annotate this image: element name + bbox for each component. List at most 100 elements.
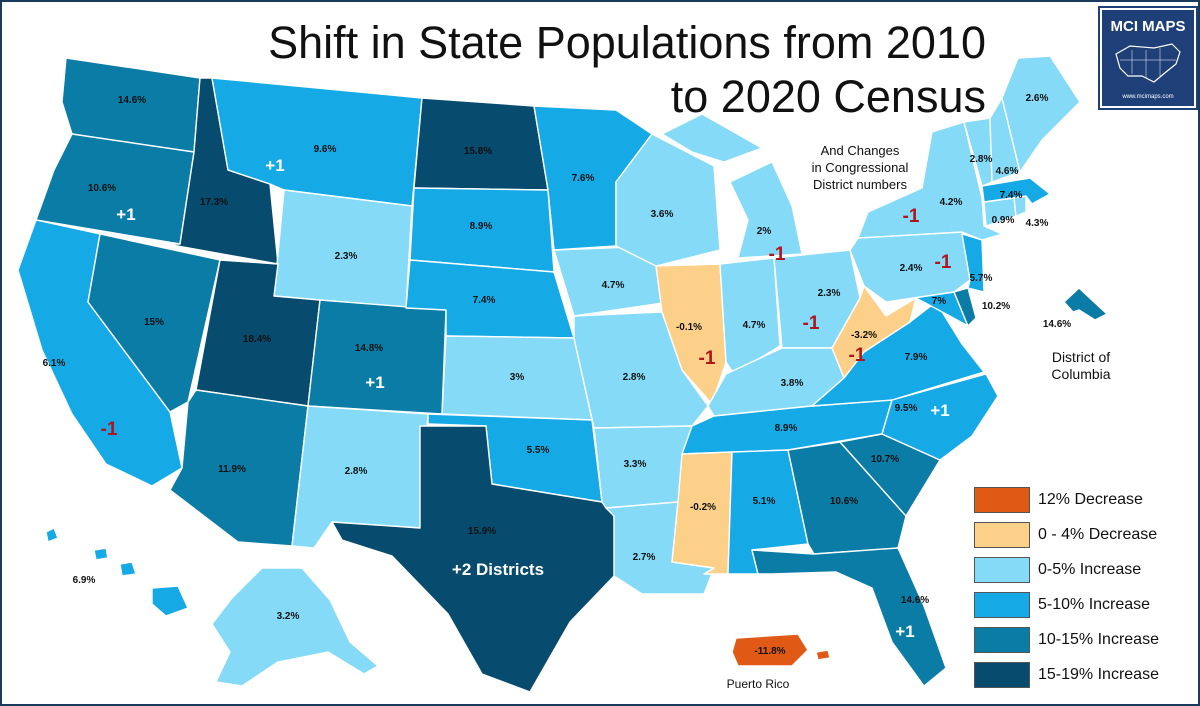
legend-label: 15-19% Increase [1038, 666, 1159, 683]
value-fl: 14.6% [901, 595, 929, 606]
value-la: 2.7% [633, 552, 656, 563]
value-mn: 7.6% [572, 173, 595, 184]
value-ok: 5.5% [527, 445, 550, 456]
value-md: 7% [932, 296, 947, 307]
value-oh: 2.3% [818, 288, 841, 299]
value-tx: 15.9% [468, 526, 496, 537]
subtitle-line-3: District numbers [813, 177, 907, 192]
state-mi-up[interactable] [661, 113, 763, 163]
logo-us-outline-icon [1115, 43, 1181, 83]
value-id: 17.3% [200, 197, 228, 208]
state-ak[interactable] [211, 567, 379, 687]
subtitle-line-1: And Changes [820, 143, 900, 158]
value-pr: -11.8% [754, 646, 785, 657]
mci-maps-logo: MCI MAPS www.mcimaps.com [1100, 8, 1196, 108]
value-de: 10.2% [982, 301, 1010, 312]
legend-swatch [974, 627, 1030, 653]
state-nv[interactable] [87, 233, 221, 413]
state-tx[interactable] [331, 425, 617, 693]
value-pa: 2.4% [900, 263, 923, 274]
state-wy[interactable] [273, 189, 413, 309]
value-nm: 2.8% [345, 466, 368, 477]
district-change-wv: -1 [849, 345, 866, 366]
title-line-2: to 2020 Census [670, 71, 986, 122]
value-al: 5.1% [753, 496, 776, 507]
district-change-co: +1 [365, 373, 384, 392]
value-ks: 3% [510, 372, 525, 383]
state-de[interactable] [953, 287, 977, 327]
state-hi-3[interactable] [119, 561, 137, 577]
value-wa: 14.6% [118, 95, 146, 106]
value-vt: 2.8% [970, 154, 993, 165]
legend-label: 12% Decrease [1038, 491, 1143, 508]
dc-label-line1: District of [1052, 349, 1110, 365]
value-nj: 5.7% [970, 273, 993, 284]
state-mi[interactable] [729, 161, 803, 259]
value-hi: 6.9% [73, 575, 96, 586]
value-ri: 4.3% [1026, 218, 1049, 229]
state-wi[interactable] [615, 133, 721, 267]
subtitle-line-2: in Congressional [811, 160, 909, 175]
value-wi: 3.6% [651, 209, 674, 220]
value-il: -0.1% [676, 322, 702, 333]
district-change-fl: +1 [895, 622, 914, 641]
value-va: 7.9% [905, 352, 928, 363]
district-change-nc: +1 [930, 401, 949, 420]
value-mt: 9.6% [314, 144, 337, 155]
state-me[interactable] [1001, 55, 1081, 173]
state-ma[interactable] [981, 177, 1051, 205]
logo-url: www.mcimaps.com [1122, 94, 1174, 100]
district-change-or: +1 [116, 205, 135, 224]
legend-swatch [974, 522, 1030, 548]
state-fl[interactable] [751, 547, 947, 687]
legend-swatch [974, 662, 1030, 688]
value-ia: 4.7% [602, 280, 625, 291]
value-wy: 2.3% [335, 251, 358, 262]
legend-item: 12% Decrease [974, 487, 1188, 513]
district-change-oh: -1 [803, 313, 820, 334]
value-or: 10.6% [88, 183, 116, 194]
value-dc: 14.6% [1043, 319, 1071, 330]
value-me: 2.6% [1026, 93, 1049, 104]
state-co[interactable] [307, 299, 447, 415]
state-hi-4[interactable] [151, 585, 189, 617]
legend-item: 0-5% Increase [974, 557, 1188, 583]
legend-item: 15-19% Increase [974, 662, 1188, 688]
value-ca: 6.1% [43, 358, 66, 369]
value-ct: 0.9% [992, 215, 1015, 226]
value-sd: 8.9% [470, 221, 493, 232]
state-dc[interactable] [1063, 287, 1108, 321]
value-wv: -3.2% [851, 330, 877, 341]
state-hi-2[interactable] [93, 547, 109, 561]
value-nv: 15% [144, 317, 164, 328]
value-mo: 2.8% [623, 372, 646, 383]
legend-item: 0 - 4% Decrease [974, 522, 1188, 548]
state-pr-island[interactable] [815, 649, 831, 661]
title-line-1: Shift in State Populations from 2010 [268, 17, 986, 68]
district-change-mi: -1 [769, 244, 786, 265]
map-subtitle: And Changes in Congressional District nu… [780, 142, 940, 193]
state-hi-1[interactable] [45, 527, 59, 543]
district-change-mt: +1 [265, 156, 284, 175]
state-pr[interactable] [731, 633, 809, 667]
legend-swatch [974, 557, 1030, 583]
logo-text: MCI MAPS [1110, 18, 1186, 35]
legend-label: 0 - 4% Decrease [1038, 526, 1158, 543]
value-ar: 3.3% [624, 459, 647, 470]
state-ms[interactable] [671, 451, 733, 575]
legend-swatch [974, 592, 1030, 618]
value-ms: -0.2% [690, 502, 716, 513]
value-ma: 7.4% [1000, 190, 1023, 201]
value-nh: 4.6% [996, 166, 1019, 177]
legend-item: 5-10% Increase [974, 592, 1188, 618]
state-or[interactable] [35, 133, 195, 245]
value-az: 11.9% [218, 464, 246, 475]
value-co: 14.8% [355, 343, 383, 354]
legend-label: 10-15% Increase [1038, 631, 1159, 648]
value-mi: 2% [757, 226, 772, 237]
state-ny[interactable] [857, 121, 1003, 241]
dc-label-line2: Columbia [1051, 366, 1110, 382]
district-change-pa: -1 [935, 252, 952, 273]
